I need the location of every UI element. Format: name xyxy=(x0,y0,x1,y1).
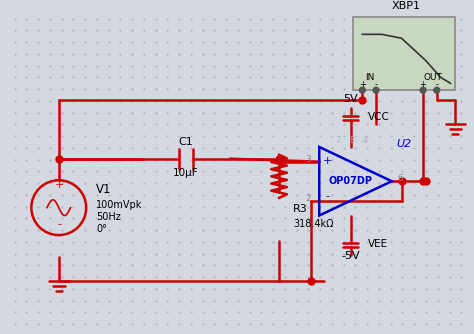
Text: VEE: VEE xyxy=(368,239,388,249)
Text: +: + xyxy=(419,80,427,89)
Text: OP07DP: OP07DP xyxy=(328,176,373,186)
Text: +: + xyxy=(55,180,64,190)
Text: 6: 6 xyxy=(398,174,403,183)
Text: 4: 4 xyxy=(363,136,368,145)
Text: XBP1: XBP1 xyxy=(392,1,420,11)
Text: OUT: OUT xyxy=(423,73,442,82)
Text: -: - xyxy=(435,80,438,89)
Text: 5V: 5V xyxy=(343,94,358,104)
Text: 318.4kΩ: 318.4kΩ xyxy=(293,219,333,229)
Text: 7: 7 xyxy=(336,136,340,145)
Text: C1: C1 xyxy=(179,137,193,147)
Circle shape xyxy=(359,87,365,93)
Text: VCC: VCC xyxy=(368,112,390,122)
Text: +: + xyxy=(322,156,332,166)
Text: 100mVpk: 100mVpk xyxy=(96,200,142,210)
Text: -: - xyxy=(58,219,62,229)
Text: V1: V1 xyxy=(96,183,111,196)
Text: -: - xyxy=(374,80,378,89)
Text: 3: 3 xyxy=(306,155,311,164)
Bar xyxy=(353,17,456,90)
Text: 50Hz: 50Hz xyxy=(96,212,121,222)
Text: 8: 8 xyxy=(349,136,354,145)
Circle shape xyxy=(420,87,426,93)
Text: R3: R3 xyxy=(293,204,308,213)
Circle shape xyxy=(373,87,379,93)
Text: U2: U2 xyxy=(397,139,412,149)
Text: 10μF: 10μF xyxy=(173,168,199,178)
Text: 2: 2 xyxy=(306,194,311,203)
Text: +: + xyxy=(359,80,366,89)
Text: 0°: 0° xyxy=(96,224,107,234)
Text: IN: IN xyxy=(365,73,375,82)
Circle shape xyxy=(434,87,440,93)
Text: -5V: -5V xyxy=(341,250,360,261)
Text: -: - xyxy=(325,191,329,201)
